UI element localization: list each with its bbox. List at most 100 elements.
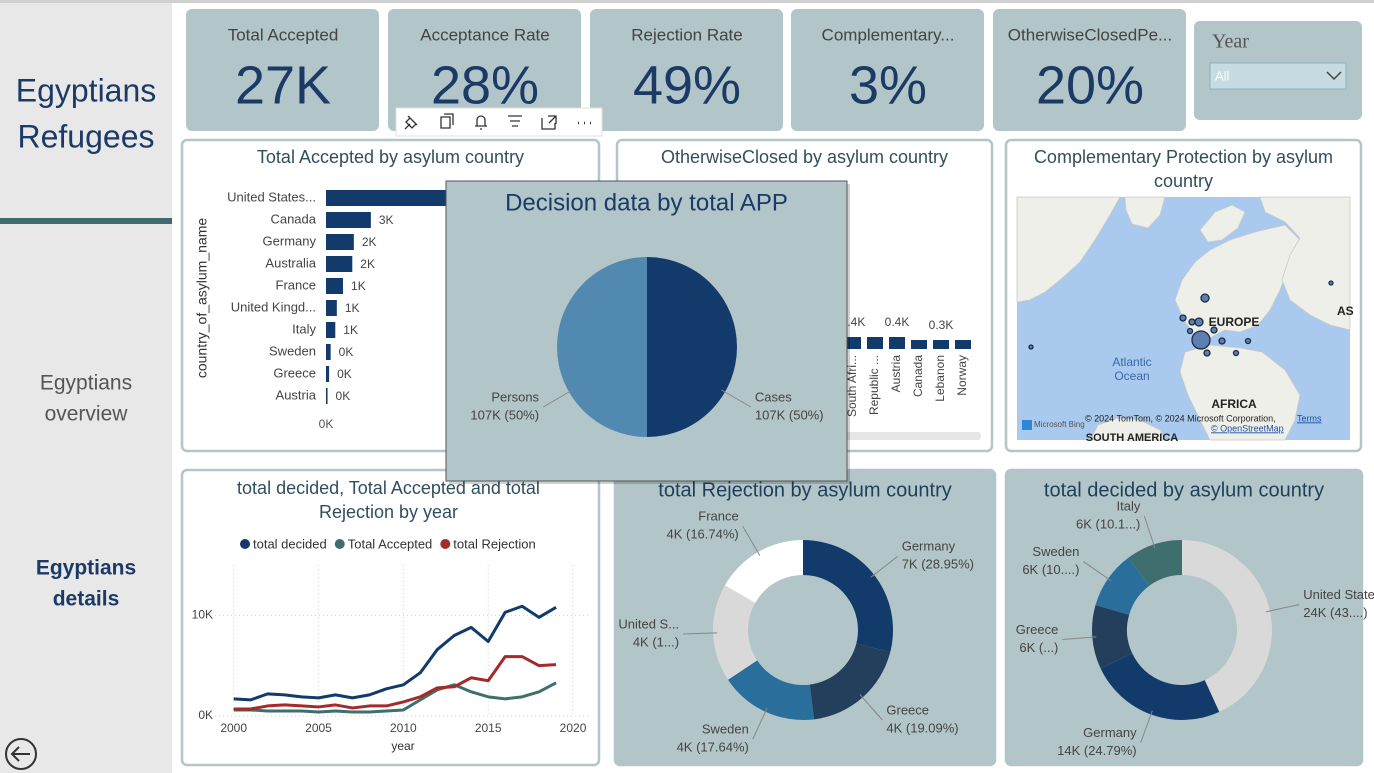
donut-slice[interactable] [809, 643, 891, 720]
bar [326, 322, 336, 338]
data-label-name: Greece [886, 702, 929, 717]
pie-slice[interactable] [647, 257, 737, 437]
axis-title: country_of_asylum_name [194, 218, 210, 379]
x-tick-label: Republic ... [867, 355, 881, 415]
line-series [233, 604, 557, 702]
kpi-label: Acceptance Rate [420, 25, 549, 44]
leader-line [742, 525, 761, 556]
data-label: 2K [360, 257, 375, 271]
data-label: 4K (1...) [633, 634, 679, 649]
data-label: 1K [345, 301, 360, 315]
map-bubble [1191, 330, 1211, 350]
panel [180, 468, 601, 767]
x-tick-label: 2005 [305, 721, 332, 735]
chart-title: total decided, Total Accepted and total [237, 478, 540, 498]
nav-link[interactable]: details [53, 588, 120, 611]
map-attribution: © 2024 TomTom, © 2024 Microsoft Corporat… [1085, 413, 1276, 423]
year-dropdown[interactable] [1209, 62, 1347, 90]
map-bubble [1179, 314, 1187, 322]
map-bubble [1232, 349, 1240, 357]
y-tick-label: 10K [192, 608, 213, 622]
bar [326, 366, 330, 382]
back-arrow [10, 746, 30, 762]
legend-label: total Rejection [453, 536, 535, 551]
chart-title: OtherwiseClosed by asylum country [661, 147, 948, 167]
pin-icon[interactable] [404, 115, 418, 130]
y-tick-label: Australia [265, 255, 316, 270]
donut-slice[interactable] [727, 660, 815, 720]
back-button[interactable] [5, 738, 37, 770]
donut-slice[interactable] [1092, 605, 1133, 669]
map-label: EUROPE [1209, 315, 1260, 329]
bar [326, 212, 371, 228]
filter-icon[interactable] [508, 115, 522, 127]
donut-slice[interactable] [803, 540, 894, 653]
map-land [1259, 196, 1351, 331]
map-bubble [1200, 293, 1210, 303]
map-link[interactable]: © OpenStreetMap [1211, 423, 1284, 433]
data-label-name: Sweden [702, 721, 749, 736]
nav-link[interactable]: Egyptians [36, 557, 136, 580]
data-label: 7K (28.95%) [902, 557, 974, 572]
legend-item[interactable]: total decided [240, 536, 327, 551]
bell-icon[interactable] [475, 115, 487, 130]
data-label: 6K (10....) [1022, 562, 1079, 577]
y-tick-label: Sweden [269, 343, 316, 358]
donut-slice[interactable] [712, 585, 758, 680]
y-tick-label: Germany [263, 233, 317, 248]
x-tick-label: 2010 [390, 721, 417, 735]
x-tick-label: 2000 [220, 721, 247, 735]
data-label: 6K (10.1...) [1076, 517, 1140, 532]
bar [326, 256, 353, 272]
data-label: 1K [351, 279, 366, 293]
kpi-value: 49% [633, 55, 741, 115]
map[interactable] [1016, 196, 1351, 441]
chart-title: Complementary Protection by asylum [1034, 147, 1333, 167]
data-label: 0K [336, 389, 351, 403]
y-tick-label: Canada [270, 211, 316, 226]
leader-line [1062, 636, 1097, 641]
legend-marker [334, 539, 345, 549]
bar [326, 388, 328, 404]
data-label: 0.4K [885, 315, 910, 329]
data-label-name: France [698, 509, 738, 524]
focus-icon[interactable] [541, 115, 557, 130]
donut-slice[interactable] [1100, 653, 1220, 720]
donut-slice[interactable] [1128, 540, 1182, 586]
bar [326, 344, 331, 360]
nav-link[interactable]: Egyptians [40, 372, 132, 395]
top-border [0, 0, 1374, 3]
bar [845, 337, 861, 349]
data-label-name: Greece [1016, 622, 1059, 637]
sidebar [0, 3, 172, 773]
sidebar-title: Egyptians [16, 72, 157, 108]
data-label: 1K [343, 323, 358, 337]
data-label: 4K (19.09%) [886, 720, 958, 735]
donut-slice[interactable] [724, 540, 803, 603]
pie-slice[interactable] [557, 257, 647, 437]
leader-line [1140, 710, 1153, 743]
leader-line [542, 389, 573, 408]
donut-slice[interactable] [1095, 557, 1150, 615]
legend-item[interactable]: Total Accepted [334, 536, 433, 551]
axis-title: year [391, 739, 414, 753]
map-land [1124, 196, 1166, 229]
x-tick-label: Austria [889, 355, 903, 393]
donut-slice[interactable] [1182, 540, 1273, 712]
data-label-name: Persons [491, 389, 539, 404]
scrollbar[interactable] [845, 432, 981, 440]
legend-item[interactable]: total Rejection [440, 536, 536, 551]
y-tick-label: Italy [292, 321, 316, 336]
bar [867, 337, 883, 349]
x-tick-label: 0K [319, 417, 334, 431]
map-link[interactable]: Terms [1297, 413, 1322, 423]
leader-line [1083, 561, 1112, 582]
nav-link[interactable]: overview [45, 403, 129, 426]
chart-title: total decided by asylum country [1044, 479, 1324, 501]
data-label: 4K (17.64%) [677, 739, 749, 754]
copy-icon[interactable] [440, 113, 454, 129]
bar [889, 337, 905, 349]
filter-label: Year [1212, 31, 1249, 53]
